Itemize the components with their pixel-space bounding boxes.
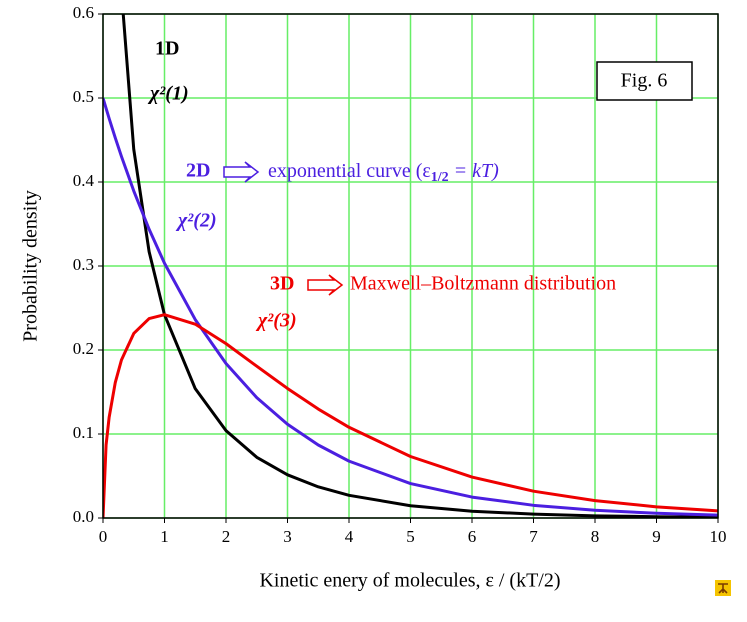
figure-label-box <box>596 61 693 101</box>
y-tick-label: 0.2 <box>73 339 94 358</box>
annotation-chi2: χ²(2) <box>175 210 217 232</box>
y-tick-label: 0.5 <box>73 87 94 106</box>
series-line <box>103 97 718 517</box>
annotation-3d: 3D <box>270 273 294 295</box>
x-tick-label: 3 <box>283 527 292 546</box>
annotation-2d-end: = kT) <box>449 160 499 182</box>
annotation-chi3: χ²(3) <box>255 310 297 332</box>
y-tick-label: 0.6 <box>73 3 94 22</box>
x-tick-label: 8 <box>591 527 600 546</box>
y-tick-label: 0.0 <box>73 507 94 526</box>
annotation-chi1: χ²(1) <box>147 83 189 105</box>
x-tick-label: 1 <box>160 527 169 546</box>
y-tick-label: 0.4 <box>73 171 95 190</box>
annotation-2d-main: exponential curve (ε <box>268 160 431 182</box>
y-tick-label: 0.3 <box>73 255 94 274</box>
arrow-3d <box>307 274 344 296</box>
ticks: 0.0 0.1 0.2 0.3 0.4 0.5 0.6 0 1 2 3 4 5 6 7 8 9 10 <box>73 3 727 546</box>
curves <box>103 14 718 518</box>
x-tick-label: 2 <box>222 527 231 546</box>
x-tick-label: 0 <box>99 527 108 546</box>
annotation-1d: 1D <box>155 38 179 60</box>
annotation-2d-sub: 1/2 <box>431 170 449 185</box>
x-tick-label: 9 <box>652 527 661 546</box>
y-axis-label: Probability density <box>20 190 42 342</box>
x-tick-label: 10 <box>710 527 727 546</box>
x-axis-label: Kinetic enery of molecules, ε / (kT/2) <box>259 570 560 592</box>
x-tick-label: 5 <box>406 527 415 546</box>
annotation-3d-text: Maxwell–Boltzmann distribution <box>350 273 616 295</box>
annotation-2d: 2D <box>186 160 210 182</box>
logo-glyph <box>718 583 728 594</box>
arrow-2d <box>223 161 260 183</box>
y-tick-label: 0.1 <box>73 423 94 442</box>
x-tick-label: 7 <box>529 527 538 546</box>
series-line <box>103 313 718 518</box>
annotation-2d-text: exponential curve (ε1/2 = kT) <box>268 160 499 186</box>
figure-label: Fig. 6 <box>621 70 668 92</box>
series-line <box>121 14 718 518</box>
x-tick-label: 4 <box>345 527 354 546</box>
x-tick-label: 6 <box>468 527 477 546</box>
